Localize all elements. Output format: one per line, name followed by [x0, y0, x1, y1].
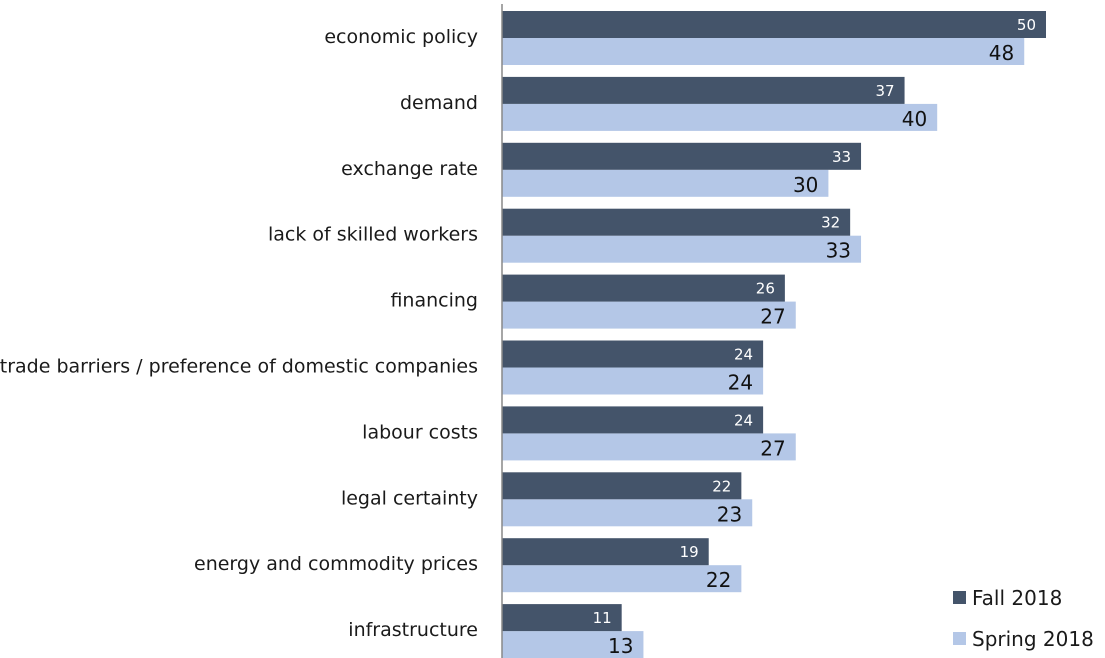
data-label-fall-2018: 50: [1017, 16, 1036, 34]
data-label-spring-2018: 22: [706, 568, 731, 592]
data-label-fall-2018: 24: [734, 346, 753, 364]
bar-spring-2018: [502, 38, 1025, 65]
bar-fall-2018: [502, 472, 742, 500]
category-label: economic policy: [324, 26, 478, 48]
data-label-fall-2018: 19: [680, 543, 699, 561]
bar-fall-2018: [502, 406, 764, 434]
bar-spring-2018: [502, 235, 862, 263]
bar-fall-2018: [502, 11, 1046, 38]
bar-spring-2018: [502, 433, 796, 461]
data-label-fall-2018: 11: [593, 609, 612, 627]
legend-label-spring-2018: Spring 2018: [972, 627, 1094, 651]
bar-spring-2018: [502, 631, 644, 658]
category-labels: economic policy demand exchange rate lack o…: [0, 26, 478, 641]
data-label-spring-2018: 40: [902, 107, 927, 131]
data-label-fall-2018: 26: [756, 280, 775, 298]
category-label: infrastructure: [348, 619, 478, 641]
data-label-fall-2018: 24: [734, 411, 753, 429]
data-label-spring-2018: 30: [793, 173, 818, 197]
data-label-fall-2018: 37: [875, 82, 894, 100]
bar-spring-2018: [502, 301, 796, 329]
data-label-spring-2018: 27: [760, 436, 785, 460]
bar-fall-2018: [502, 274, 785, 302]
data-label-fall-2018: 22: [712, 477, 731, 495]
data-label-spring-2018: 27: [760, 305, 785, 329]
category-label: energy and commodity prices: [194, 553, 478, 575]
bar-spring-2018: [502, 169, 829, 197]
bar-fall-2018: [502, 340, 764, 368]
data-label-fall-2018: 33: [832, 148, 851, 166]
category-label: trade barriers / preference of domestic …: [0, 356, 478, 378]
bar-fall-2018: [502, 538, 709, 566]
bar-fall-2018: [502, 604, 622, 632]
bar-spring-2018: [502, 103, 938, 131]
category-label: exchange rate: [341, 158, 478, 180]
data-label-spring-2018: 48: [989, 41, 1014, 65]
bar-spring-2018: [502, 565, 742, 593]
category-label: financing: [390, 290, 478, 312]
legend-swatch-spring-2018: [953, 632, 966, 645]
bar-spring-2018: [502, 499, 753, 527]
category-label: lack of skilled workers: [268, 224, 478, 246]
legend-swatch-fall-2018: [953, 591, 966, 604]
bar-fall-2018: [502, 76, 905, 104]
data-label-spring-2018: 33: [826, 239, 851, 263]
data-label-fall-2018: 32: [821, 214, 840, 232]
category-label: legal certainty: [341, 487, 478, 509]
legend: Fall 2018 Spring 2018: [953, 586, 1094, 651]
legend-label-fall-2018: Fall 2018: [972, 586, 1062, 610]
category-label: labour costs: [362, 421, 478, 443]
bar-fall-2018: [502, 142, 862, 170]
category-label: demand: [400, 92, 478, 114]
data-label-spring-2018: 13: [608, 634, 633, 658]
data-label-spring-2018: 24: [728, 371, 753, 395]
bar-spring-2018: [502, 367, 764, 395]
bar-fall-2018: [502, 208, 851, 236]
data-label-spring-2018: 23: [717, 502, 742, 526]
bars: [502, 11, 1046, 658]
